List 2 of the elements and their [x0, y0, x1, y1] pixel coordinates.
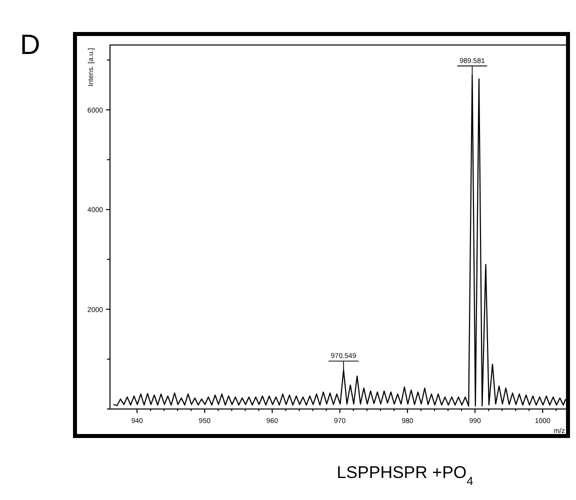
text: LSPPHSPR +PO$_{4}$: [336, 463, 474, 488]
chart-title: D: [20, 29, 40, 60]
